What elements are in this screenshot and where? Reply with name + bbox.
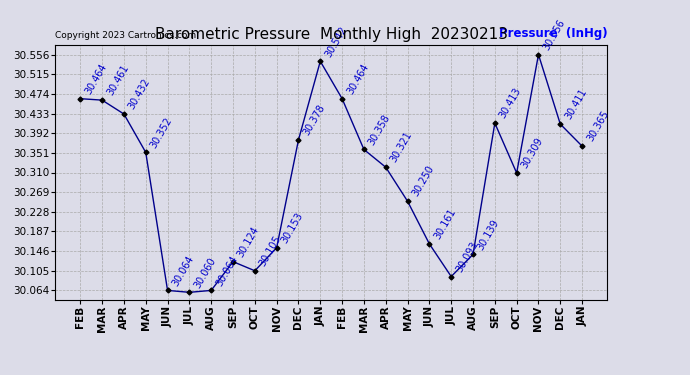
Text: 30.060: 30.060	[192, 255, 217, 290]
Text: 30.352: 30.352	[148, 115, 174, 150]
Text: 30.153: 30.153	[279, 211, 305, 245]
Text: 30.432: 30.432	[127, 77, 152, 111]
Text: 30.365: 30.365	[585, 109, 611, 143]
Text: 30.358: 30.358	[366, 112, 392, 147]
Text: 30.556: 30.556	[541, 18, 567, 52]
Text: 30.378: 30.378	[302, 103, 327, 137]
Text: 30.250: 30.250	[411, 164, 436, 198]
Text: 30.139: 30.139	[476, 217, 501, 252]
Text: Pressure  (InHg): Pressure (InHg)	[499, 27, 607, 40]
Text: 30.161: 30.161	[432, 207, 457, 241]
Text: 30.309: 30.309	[520, 136, 545, 170]
Text: 30.124: 30.124	[236, 225, 262, 259]
Text: 30.411: 30.411	[563, 87, 589, 121]
Text: 30.413: 30.413	[497, 86, 523, 120]
Text: 30.542: 30.542	[323, 24, 348, 58]
Text: 30.461: 30.461	[105, 63, 130, 98]
Text: 30.105: 30.105	[257, 234, 283, 268]
Text: 30.321: 30.321	[388, 130, 414, 165]
Text: 30.064: 30.064	[214, 254, 239, 288]
Text: Copyright 2023 Cartronics.com: Copyright 2023 Cartronics.com	[55, 31, 197, 40]
Text: 30.093: 30.093	[454, 240, 480, 274]
Title: Barometric Pressure  Monthly High  20230213: Barometric Pressure Monthly High 2023021…	[155, 27, 508, 42]
Text: 30.464: 30.464	[83, 62, 108, 96]
Text: 30.064: 30.064	[170, 254, 196, 288]
Text: 30.464: 30.464	[345, 62, 371, 96]
